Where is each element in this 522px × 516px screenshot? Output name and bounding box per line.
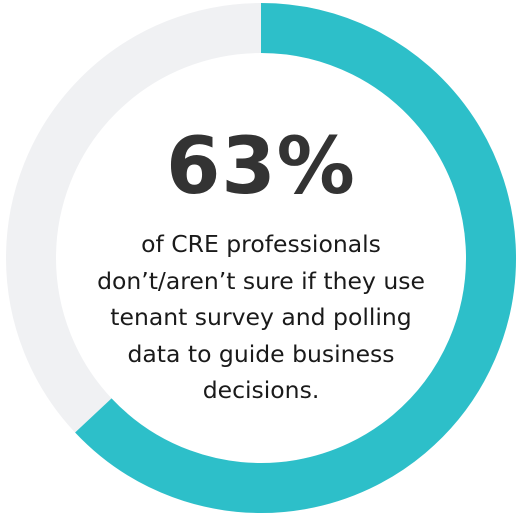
center-caption: of CRE professionals don’t/aren’t sure i… xyxy=(97,230,425,404)
center-percent-value: 63% xyxy=(166,122,356,212)
donut-value-slice xyxy=(75,3,516,513)
